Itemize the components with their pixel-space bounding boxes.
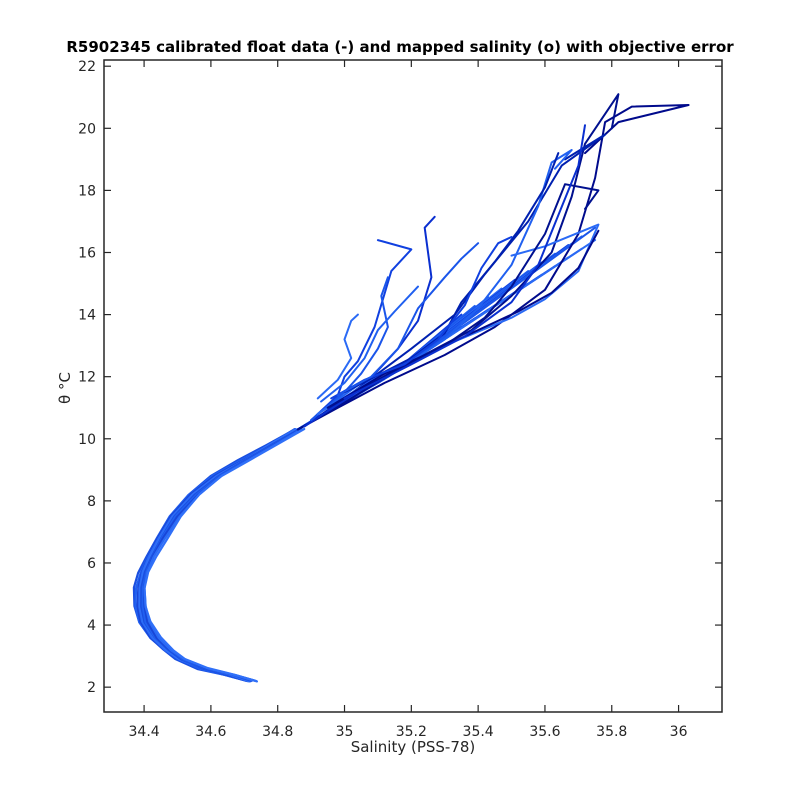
x-tick-label: 35: [336, 724, 354, 740]
axes-frame: [103, 59, 723, 713]
plot-area: [104, 60, 722, 712]
upper-profile-line: [320, 285, 419, 403]
x-tick-label: 35.4: [463, 724, 494, 740]
y-tick-label: 20: [78, 121, 96, 137]
y-tick-label: 16: [78, 245, 96, 261]
x-tick-label: 34.4: [129, 724, 160, 740]
deep-profile-line: [143, 427, 306, 683]
y-tick-label: 10: [78, 432, 96, 448]
y-axis-label: θ °C: [56, 372, 74, 404]
upper-profile-line: [326, 229, 600, 409]
float-profiles: [132, 93, 690, 683]
y-tick-label: 12: [78, 370, 96, 386]
upper-profile-line: [296, 104, 690, 431]
upper-profile-line: [296, 93, 620, 431]
y-tick-label: 22: [78, 59, 96, 75]
y-tick-label: 18: [78, 183, 96, 199]
x-tick-label: 34.8: [262, 724, 293, 740]
y-tick-label: 4: [87, 618, 96, 634]
x-tick-label: 35.6: [529, 724, 560, 740]
y-tick-label: 2: [87, 680, 96, 696]
upper-profile-line: [343, 124, 586, 400]
x-tick-label: 35.2: [396, 724, 427, 740]
upper-profile-line: [316, 313, 359, 400]
y-tick-label: 6: [87, 556, 96, 572]
axis-ticks: 34.4 34.6 34.8 35 35.2 35.4 35.6 35.8 36 2 4 6 8 10 12…: [78, 59, 722, 740]
x-axis-label: Salinity (PSS-78): [351, 738, 476, 756]
upper-profile-line: [310, 239, 413, 422]
y-tick-label: 8: [87, 494, 96, 510]
x-tick-label: 36: [670, 724, 688, 740]
upper-profile-line: [336, 242, 480, 397]
upper-profile-line: [326, 183, 600, 409]
chart-title: R5902345 calibrated float data (-) and m…: [66, 38, 734, 56]
x-tick-label: 34.6: [195, 724, 226, 740]
x-tick-label: 35.8: [596, 724, 627, 740]
y-tick-label: 14: [78, 308, 96, 324]
